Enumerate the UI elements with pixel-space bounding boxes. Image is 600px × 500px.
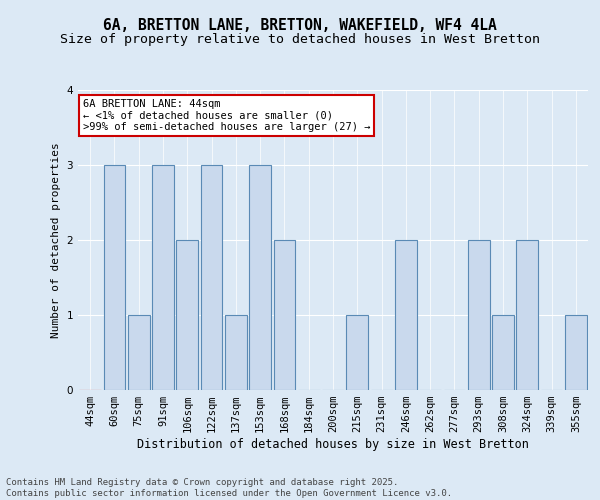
Bar [104,165,125,390]
Bar [395,240,417,390]
Bar [200,165,223,390]
Text: 6A BRETTON LANE: 44sqm
← <1% of detached houses are smaller (0)
>99% of semi-det: 6A BRETTON LANE: 44sqm ← <1% of detached… [83,99,371,132]
Y-axis label: Number of detached properties: Number of detached properties [51,142,61,338]
Text: Size of property relative to detached houses in West Bretton: Size of property relative to detached ho… [60,32,540,46]
Bar [176,240,198,390]
Bar [468,240,490,390]
Bar [249,165,271,390]
Bar [152,165,174,390]
Text: 6A, BRETTON LANE, BRETTON, WAKEFIELD, WF4 4LA: 6A, BRETTON LANE, BRETTON, WAKEFIELD, WF… [103,18,497,32]
Bar [128,315,149,390]
Bar [492,315,514,390]
X-axis label: Distribution of detached houses by size in West Bretton: Distribution of detached houses by size … [137,438,529,451]
Text: Contains HM Land Registry data © Crown copyright and database right 2025.
Contai: Contains HM Land Registry data © Crown c… [6,478,452,498]
Bar [517,240,538,390]
Bar [274,240,295,390]
Bar [346,315,368,390]
Bar [565,315,587,390]
Bar [225,315,247,390]
